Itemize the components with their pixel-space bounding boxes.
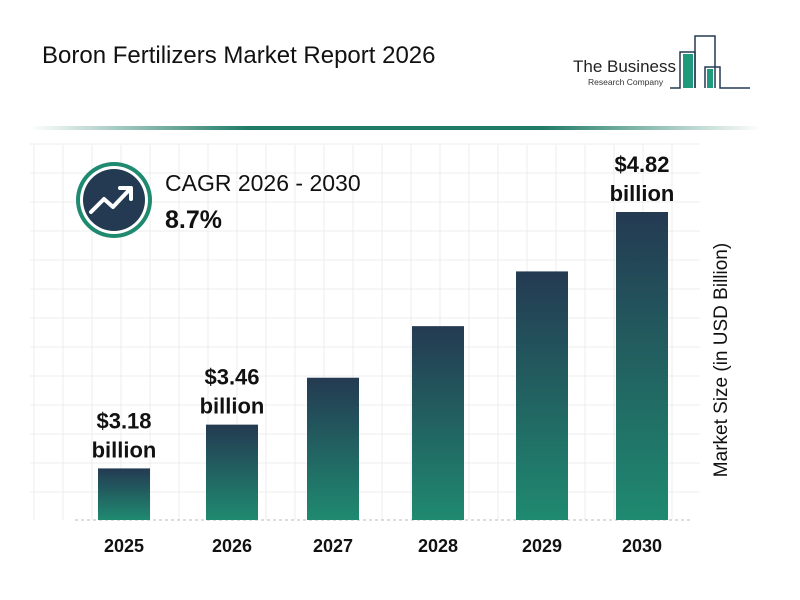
- bar-2030: [616, 212, 668, 520]
- cagr-icon: [76, 162, 152, 238]
- bar-2027: [307, 377, 359, 520]
- cagr-value: 8.7%: [165, 206, 222, 234]
- bar-2026: [206, 424, 258, 520]
- logo-line1: The Business: [573, 57, 676, 76]
- x-tick-label: 2026: [212, 536, 252, 556]
- logo-line2: Research Company: [588, 77, 664, 87]
- cagr-label: CAGR 2026 - 2030: [165, 170, 361, 196]
- data-label: $4.82: [614, 152, 669, 177]
- company-logo: The Business Research Company: [570, 30, 755, 95]
- divider: [30, 126, 760, 130]
- bar-2028: [412, 326, 464, 520]
- x-tick-label: 2028: [418, 536, 458, 556]
- trending-up-icon: [89, 187, 132, 214]
- data-label: $3.46: [204, 365, 259, 390]
- data-label: billion: [92, 437, 157, 462]
- x-tick-label: 2027: [313, 536, 353, 556]
- data-label: $3.18: [96, 408, 151, 433]
- x-tick-label: 2025: [104, 536, 144, 556]
- y-axis-label: Market Size (in USD Billion): [711, 242, 732, 478]
- logo-buildings-icon: [670, 35, 750, 89]
- x-tick-label: 2030: [622, 536, 662, 556]
- bar-2029: [516, 271, 568, 520]
- page-title: Boron Fertilizers Market Report 2026: [42, 42, 436, 69]
- data-label: billion: [610, 181, 675, 206]
- bar-2025: [98, 468, 150, 520]
- x-tick-label: 2029: [522, 536, 562, 556]
- data-label: billion: [200, 394, 265, 419]
